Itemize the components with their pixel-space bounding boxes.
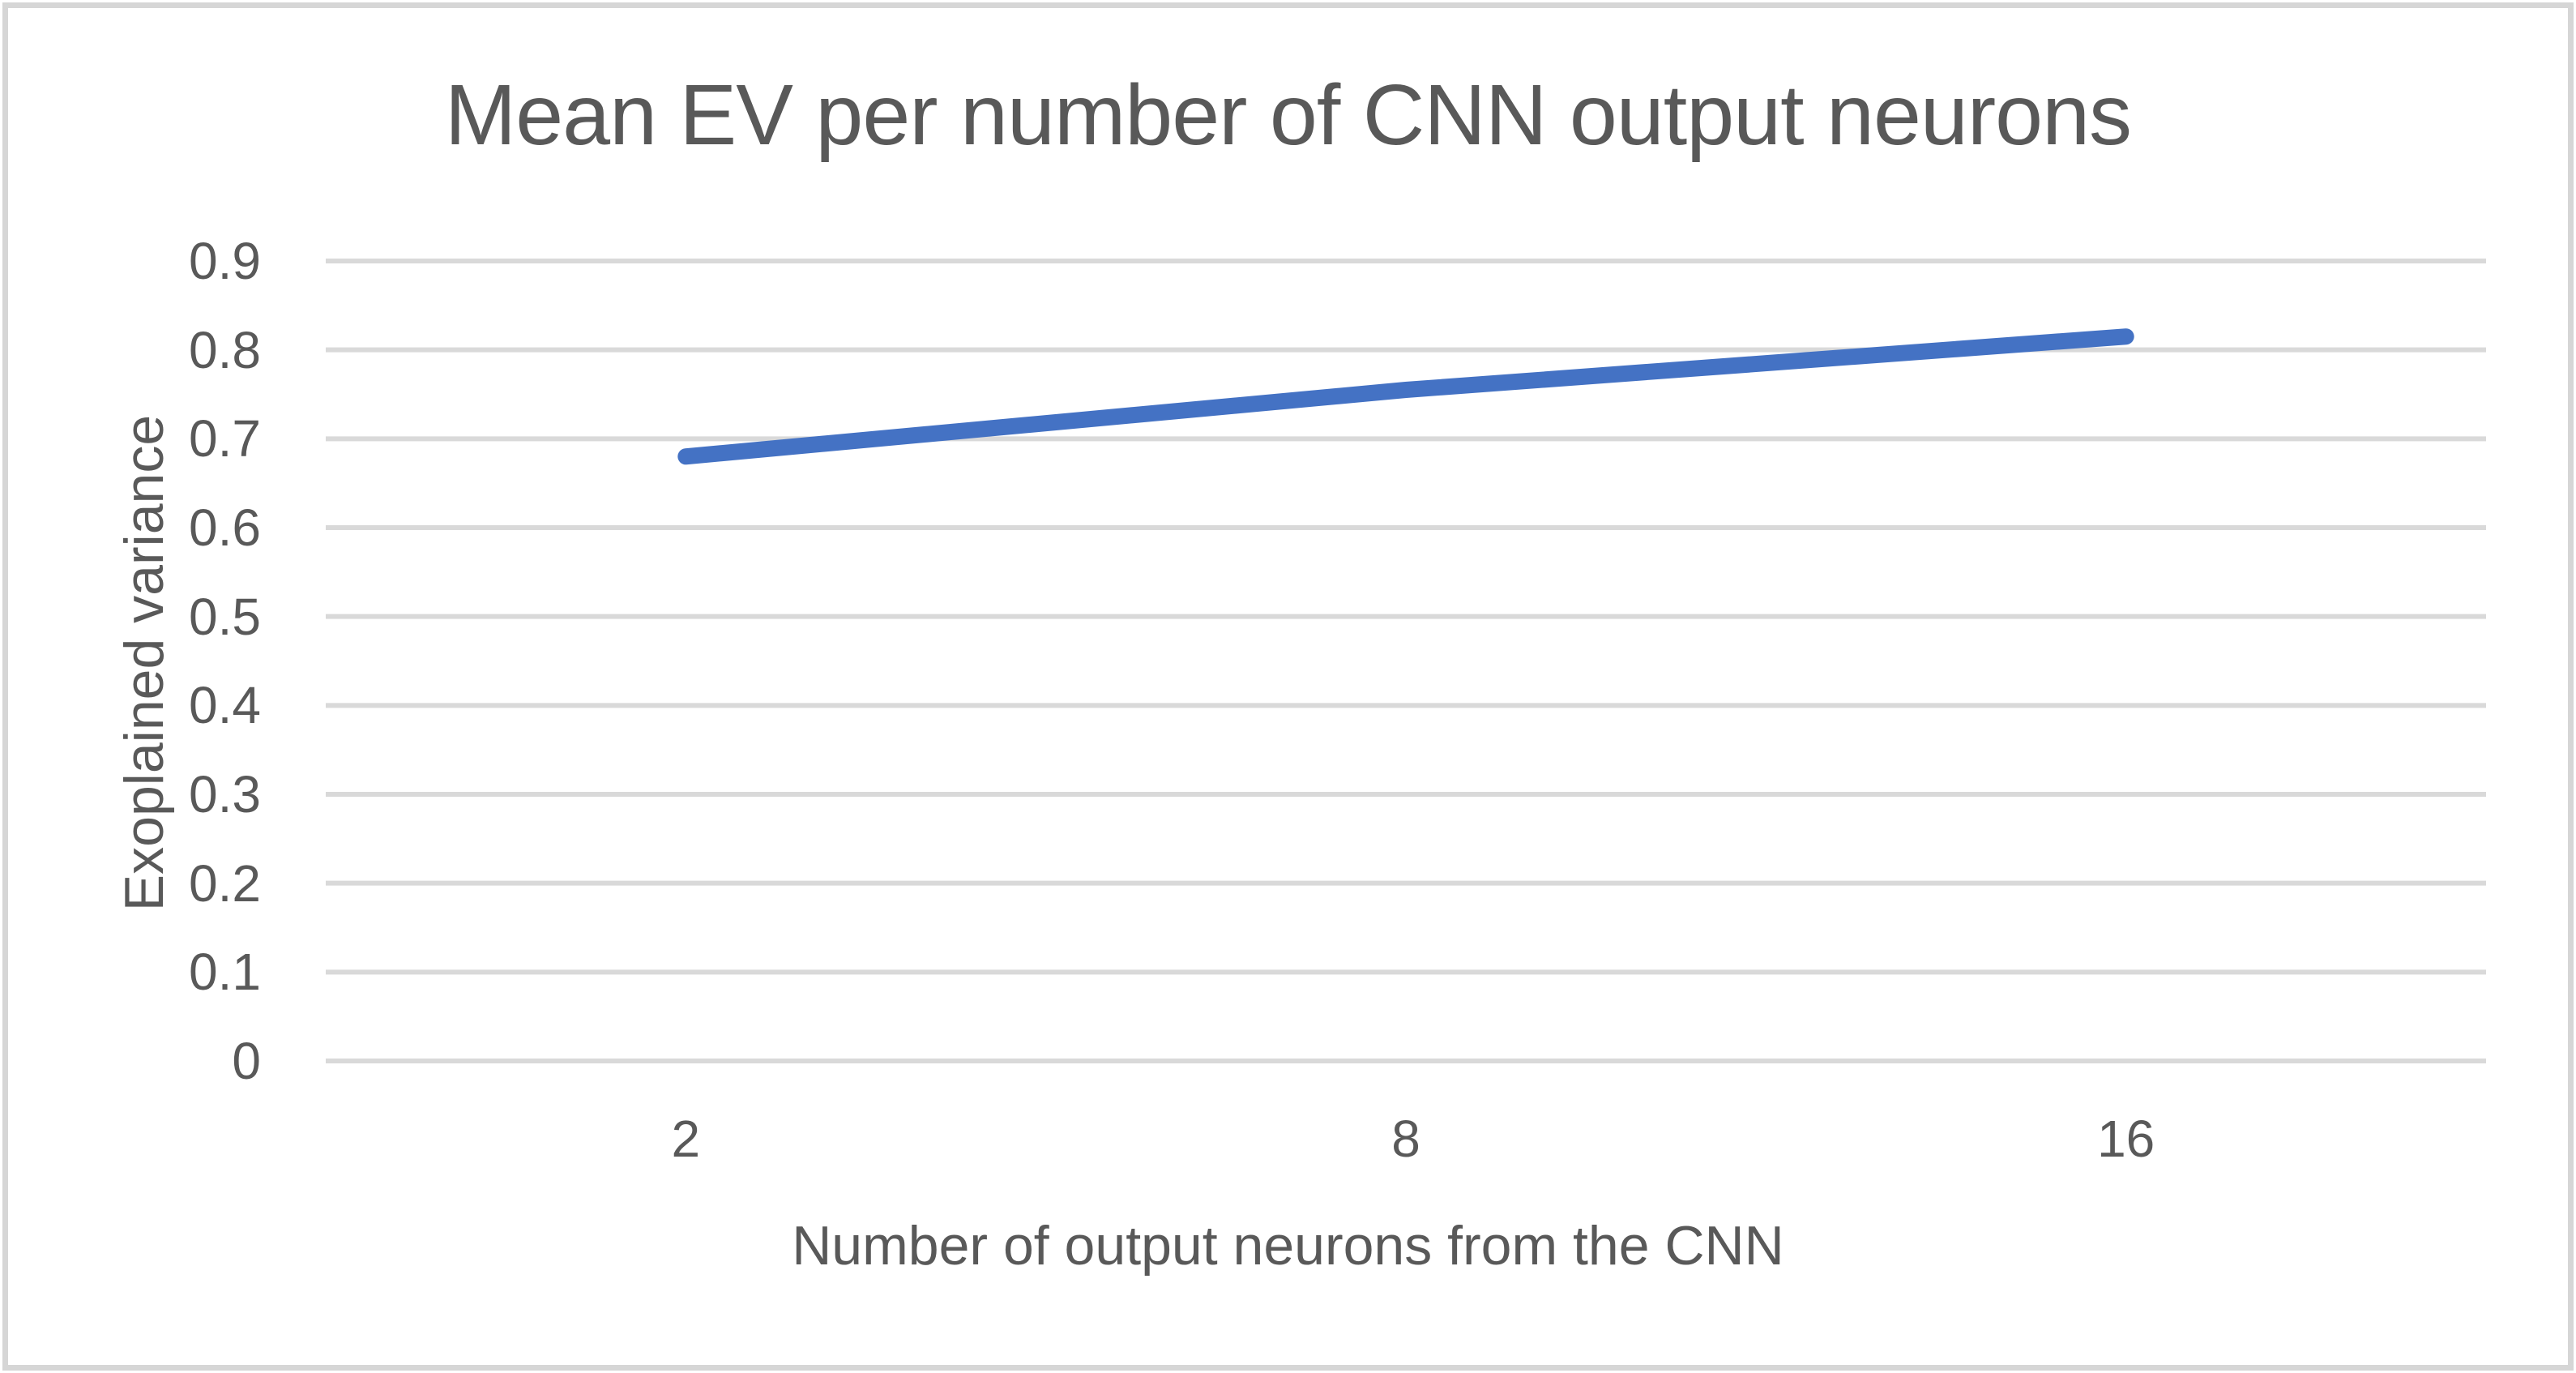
y-tick-label: 0.6 [189,498,261,557]
y-tick-label: 0.9 [189,232,261,290]
x-axis-title: Number of output neurons from the CNN [792,1215,1784,1277]
x-tick-label: 2 [671,1110,701,1168]
y-tick-label: 0.1 [189,943,261,1002]
series-line [677,328,2134,465]
y-tick-label: 0.7 [189,409,261,468]
y-tick-label: 0.5 [189,587,261,646]
x-tick-label: 16 [2097,1110,2155,1168]
chart-title: Mean EV per number of CNN output neurons [444,67,2132,163]
y-tick-label: 0.8 [189,320,261,379]
y-tick-label: 0 [232,1032,261,1090]
x-tick-label: 8 [1391,1110,1420,1168]
y-tick-label: 0.2 [189,853,261,913]
y-tick-label: 0.3 [189,765,261,823]
y-tick-label: 0.4 [189,676,261,735]
